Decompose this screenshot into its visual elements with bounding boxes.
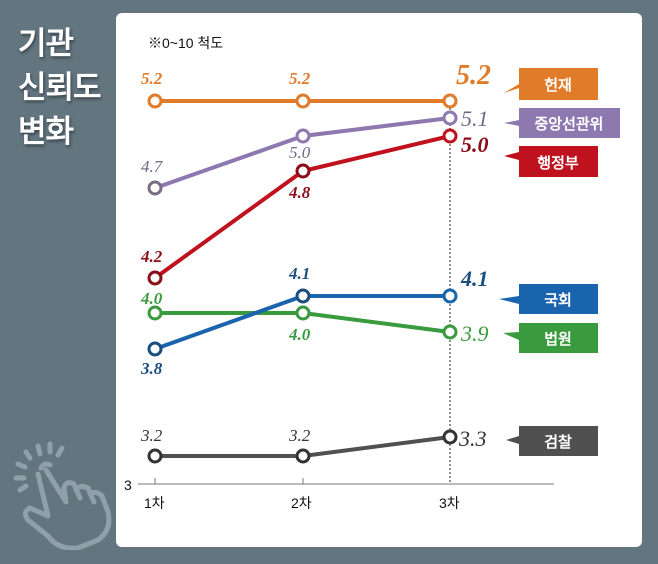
svg-text:5.0: 5.0	[289, 143, 311, 162]
svg-text:5.2: 5.2	[141, 69, 163, 88]
svg-text:4.8: 4.8	[288, 183, 311, 202]
tag-nec: 중앙선관위	[504, 108, 620, 138]
svg-text:3.2: 3.2	[288, 426, 311, 445]
title-line-2: 신뢰도	[18, 70, 102, 106]
svg-text:4.7: 4.7	[141, 157, 164, 176]
tag-court: 법원	[503, 323, 598, 353]
x-tick-3: 3차	[439, 495, 460, 511]
svg-text:5.2: 5.2	[289, 69, 311, 88]
svg-text:3.3: 3.3	[458, 426, 487, 451]
series-gov: 4.2 4.8 5.0	[140, 128, 489, 286]
series-nec: 4.7 5.0 5.1	[141, 106, 489, 196]
svg-text:5.0: 5.0	[461, 132, 489, 157]
svg-text:국회: 국회	[544, 291, 572, 309]
svg-text:5.1: 5.1	[461, 106, 489, 131]
title-line-3: 변화	[18, 114, 74, 150]
svg-text:4.1: 4.1	[288, 264, 310, 283]
svg-text:5.2: 5.2	[456, 60, 491, 91]
svg-text:중앙선관위: 중앙선관위	[534, 115, 603, 133]
tag-hunjae: 헌재	[504, 68, 598, 100]
svg-text:3.9: 3.9	[460, 321, 489, 346]
series-hunjae: 5.2 5.2 5.2	[141, 60, 491, 109]
tag-assembly: 국회	[499, 284, 598, 314]
tag-gov: 행정부	[504, 146, 598, 177]
tap-hand-icon	[13, 441, 112, 550]
svg-text:법원: 법원	[544, 330, 572, 348]
scale-note: ※0~10 척도	[148, 35, 224, 51]
tag-prosecution: 검찰	[506, 426, 598, 456]
svg-text:검찰: 검찰	[544, 433, 572, 451]
svg-text:4.0: 4.0	[140, 289, 163, 308]
x-tick-1: 1차	[144, 495, 165, 511]
series-court: 4.0 4.0 3.9	[140, 289, 489, 346]
series-prosecution: 3.2 3.2 3.3	[140, 426, 487, 464]
svg-text:4.0: 4.0	[288, 325, 311, 344]
svg-text:3.2: 3.2	[140, 426, 163, 445]
x-tick-2: 2차	[291, 495, 312, 511]
title-line-1: 기관	[18, 26, 74, 62]
svg-text:3.8: 3.8	[140, 359, 163, 378]
svg-text:행정부: 행정부	[537, 154, 579, 172]
svg-text:4.2: 4.2	[140, 247, 163, 266]
svg-text:헌재: 헌재	[544, 76, 572, 94]
series-assembly: 3.8 4.1 4.1	[140, 264, 489, 378]
chart-title: 기관 신뢰도 변화	[18, 22, 102, 154]
y-axis-min-label: 3	[124, 477, 132, 493]
svg-text:4.1: 4.1	[460, 266, 489, 291]
